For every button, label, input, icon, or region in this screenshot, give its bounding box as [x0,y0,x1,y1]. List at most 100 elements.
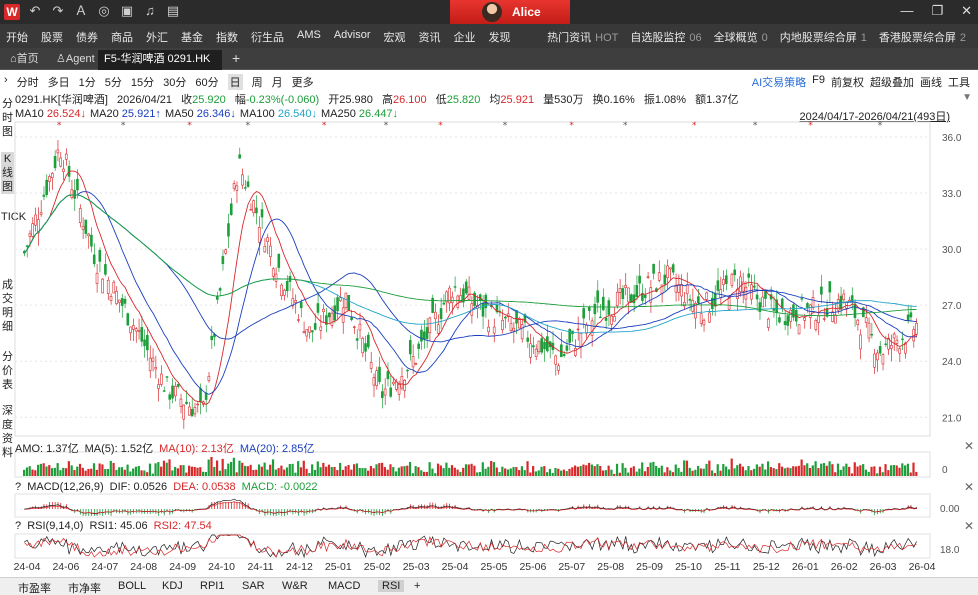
tool-5[interactable]: 工具 [948,77,970,89]
menu-item[interactable]: 基金 [181,32,203,44]
event-marker[interactable]: * [623,121,628,131]
indicator-tab-3[interactable]: KDJ [162,580,183,592]
quick-menu-item[interactable]: 热门资讯 HOT [547,29,618,45]
indicator-tab-6[interactable]: W&R [282,580,308,592]
event-marker[interactable]: * [438,121,443,131]
tool-1[interactable]: F9 [812,74,825,86]
candle-body [657,272,661,281]
font-icon[interactable]: Ａ [74,3,88,18]
menu-item[interactable]: 开始 [6,32,28,44]
expand-arrow-icon[interactable]: › [4,74,8,86]
view-tab-0[interactable]: 分时图 [2,98,13,138]
quick-menu-item[interactable]: 香港股票综合屏 2 [879,29,966,45]
monitor-icon[interactable]: ▣ [120,3,134,18]
event-marker[interactable]: * [57,121,62,131]
close-icon[interactable]: ✕ [961,3,972,18]
menu-item[interactable]: 股票 [41,32,63,44]
volume-bar [621,463,624,476]
close-price: 收25.920 [181,94,226,106]
close-macd-icon[interactable]: ✕ [963,480,974,494]
redo-icon[interactable]: ↷ [52,3,64,18]
menu-item[interactable]: 资讯 [418,32,441,44]
chat-icon[interactable]: ◎ [98,3,110,18]
tool-2[interactable]: 前复权 [831,77,864,89]
user-badge[interactable]: Alice [450,0,570,24]
event-marker[interactable]: * [503,121,508,131]
candle-body [361,337,365,354]
period-1[interactable]: 多日 [47,77,70,89]
period-9[interactable]: 月 [271,77,283,89]
period-4[interactable]: 15分 [130,77,155,89]
indicator-tab-0[interactable]: 市盈率 [18,583,51,595]
period-3[interactable]: 5分 [104,77,122,89]
event-marker[interactable]: * [569,121,574,131]
menu-item[interactable]: 外汇 [146,32,168,44]
event-marker[interactable]: * [878,121,883,131]
menu-item[interactable]: AMS [297,29,321,41]
indicator-tab-8[interactable]: RSI [378,580,405,592]
volume-bar [299,467,303,476]
tab-stock[interactable]: F5-华润啤酒 0291.HK [98,50,222,70]
period-5[interactable]: 30分 [163,77,187,89]
tool-4[interactable]: 画线 [920,77,942,89]
collapse-arrow-icon[interactable]: ▼ [962,92,972,103]
view-tab-1[interactable]: K线图 [1,152,14,194]
menu-item[interactable]: Advisor [333,29,371,41]
event-marker[interactable]: * [187,121,192,131]
period-8[interactable]: 周 [251,77,263,89]
close-amo-icon[interactable]: ✕ [963,439,974,453]
volume-bar [428,462,431,476]
volume-bar [162,460,166,476]
period-7[interactable]: 日 [227,74,243,90]
indicator-tab-2[interactable]: BOLL [118,580,147,592]
period-2[interactable]: 1分 [78,77,96,89]
indicator-tab-1[interactable]: 市净率 [68,583,101,595]
menu-item[interactable]: 企业 [453,32,476,44]
period-6[interactable]: 60分 [195,77,219,89]
event-marker[interactable]: * [808,121,813,131]
menu-item[interactable]: 商品 [111,32,133,44]
menu-item[interactable]: 衍生品 [251,32,284,44]
period-10[interactable]: 更多 [291,77,314,89]
candle-body [266,237,269,242]
view-tab-4[interactable]: 分价表 [2,351,13,391]
event-marker[interactable]: * [246,121,251,131]
period-0[interactable]: 分时 [16,77,39,89]
date-range[interactable]: 2024/04/17-2026/04/21(493日) [799,111,950,123]
restore-icon[interactable]: ❐ [931,3,944,18]
close-rsi-icon[interactable]: ✕ [963,519,974,533]
kline-chart[interactable]: 36.0 33.0 30.0 27.0 24.0 21.0 24-04 24-06 24-07 2… [0,0,978,577]
view-tab-3[interactable]: 成交明细 [2,279,13,333]
event-marker[interactable]: * [322,121,327,131]
volume-bar [601,470,605,476]
quick-menu-item[interactable]: 内地股票综合屏 1 [780,29,867,45]
event-marker[interactable]: * [384,121,389,131]
view-tab-5[interactable]: 深度资料 [2,405,13,459]
tab-home[interactable]: ⌂首页 [4,50,45,70]
bell-icon[interactable]: ♫ [145,3,155,18]
help-icon[interactable]: ? [15,520,22,532]
indicator-tab-9[interactable]: + [414,580,421,592]
tool-3[interactable]: 超级叠加 [870,77,914,89]
menu-item[interactable]: 发现 [488,32,511,44]
menu-item[interactable]: 宏观 [383,32,406,44]
tab-agent[interactable]: ♙Agent [50,50,101,70]
event-marker[interactable]: * [753,121,758,131]
indicator-tab-4[interactable]: RPI1 [200,580,225,592]
undo-icon[interactable]: ↶ [29,3,41,18]
tool-0[interactable]: AI交易策略 [751,77,807,89]
indicator-tab-5[interactable]: SAR [242,580,265,592]
indicator-tab-7[interactable]: MACD [328,580,361,592]
candle-body [45,179,48,195]
quick-menu-item[interactable]: 全球概览 0 [714,29,768,45]
help-icon[interactable]: ? [15,481,22,493]
menu-item[interactable]: 指数 [216,32,238,44]
add-tab-button[interactable]: + [232,50,241,66]
amount: 额1.37亿 [695,94,739,106]
clipboard-icon[interactable]: ▤ [166,3,180,18]
event-marker[interactable]: * [692,121,697,131]
menu-item[interactable]: 债券 [76,32,98,44]
event-marker[interactable]: * [121,121,126,131]
minimize-icon[interactable]: — [900,3,914,18]
quick-menu-item[interactable]: 自选股监控 06 [630,29,701,45]
